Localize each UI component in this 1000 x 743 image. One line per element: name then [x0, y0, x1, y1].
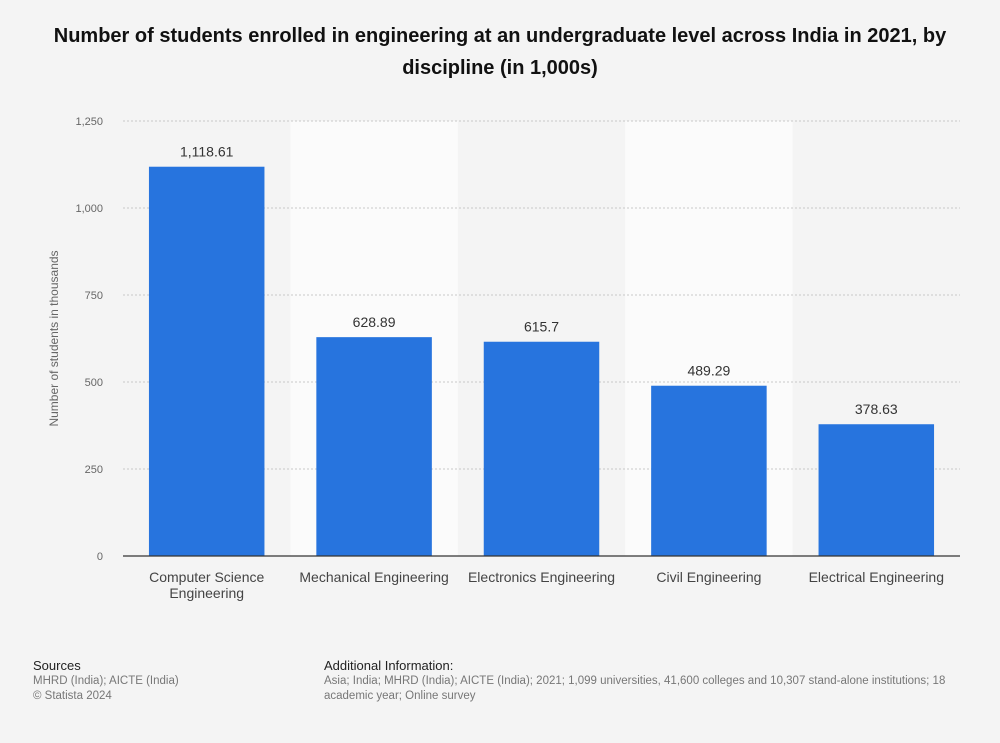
additional-info-text: Asia; India; MHRD (India); AICTE (India)…	[324, 675, 946, 687]
y-tick-label: 250	[85, 464, 103, 476]
y-tick-label: 0	[97, 551, 103, 563]
x-tick-label: Electrical Engineering	[809, 569, 944, 585]
x-tick-label: Mechanical Engineering	[299, 569, 448, 585]
bar	[483, 341, 600, 556]
value-label: 489.29	[687, 363, 730, 379]
additional-info-block: Additional Information: Asia; India; MHR…	[324, 658, 994, 704]
bar	[148, 166, 265, 556]
y-axis-label: Number of students in thousands	[47, 250, 61, 426]
value-labels: 1,118.61 628.89 615.7 489.29 378.63	[180, 144, 898, 418]
sources-heading: Sources	[33, 658, 81, 673]
bar	[316, 337, 432, 556]
bar	[818, 424, 935, 556]
bars	[148, 166, 935, 556]
sources-block: Sources MHRD (India); AICTE (India) © St…	[33, 658, 179, 704]
additional-info-heading: Additional Information:	[324, 658, 454, 673]
y-tick-label: 500	[85, 377, 103, 389]
value-label: 1,118.61	[180, 144, 234, 160]
x-tick-label: Civil Engineering	[656, 569, 761, 585]
value-label: 628.89	[353, 314, 396, 330]
chart-title: Number of students enrolled in engineeri…	[53, 25, 947, 79]
y-tick-label: 1,250	[75, 116, 103, 128]
y-tick-label: 750	[85, 290, 103, 302]
sources-text: MHRD (India); AICTE (India)	[33, 675, 179, 687]
bar	[651, 385, 767, 556]
copyright-text: © Statista 2024	[33, 690, 112, 702]
y-tick-label: 1,000	[75, 203, 103, 215]
x-tick-label: Engineering	[169, 585, 244, 601]
bar-chart: 0 250 500 750 1,000 1,250 1,118.61 628.89 615.7…	[47, 116, 960, 601]
additional-info-text-2: academic year; Online survey	[324, 690, 476, 702]
y-axis-ticks: 0 250 500 750 1,000 1,250	[75, 116, 103, 563]
value-label: 615.7	[524, 319, 559, 335]
x-tick-label: Computer Science	[149, 569, 264, 585]
value-label: 378.63	[855, 401, 898, 417]
x-tick-label: Electronics Engineering	[468, 569, 615, 585]
